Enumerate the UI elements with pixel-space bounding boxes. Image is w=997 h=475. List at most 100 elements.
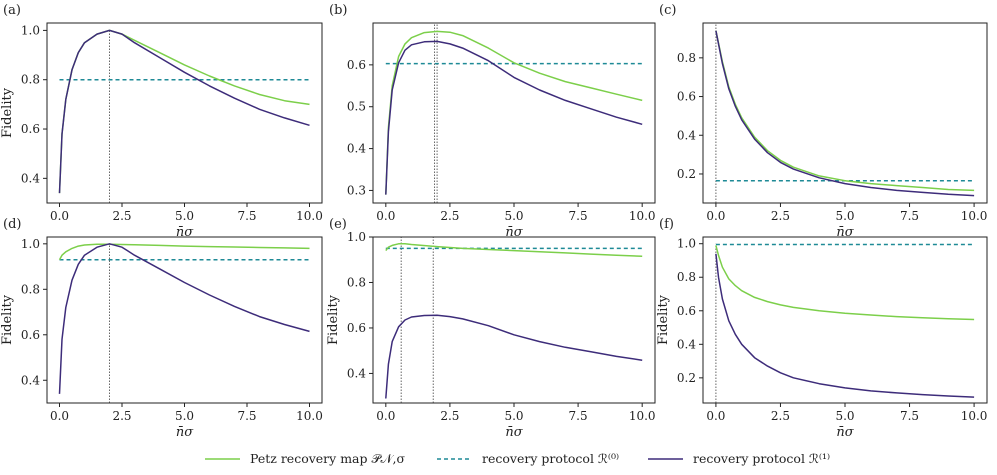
y-axis-label: Fidelity [656, 294, 671, 345]
x-axis-label: n̄σ [176, 425, 194, 440]
x-axis-label: n̄σ [836, 425, 854, 440]
axes-frame [702, 22, 988, 204]
subplot-f: (f) 0.0 2.5 5.0 7.5 10.0 0.2 0.4 0.6 0.8 1.0 n̄σ Fid… [656, 217, 988, 440]
x-tick-label: 7.5 [569, 209, 588, 223]
axes-frame [46, 22, 323, 204]
x-tick-label: 7.5 [237, 409, 256, 423]
y-tick-label: 0.4 [677, 128, 696, 142]
subplot-grid: (a) 0.0 2.5 5.0 7.5 10.0 0.4 0.6 0.8 1.0 n̄σ Fideli… [0, 3, 988, 440]
x-tick-label: 5.0 [175, 209, 194, 223]
y-tick-label: 0.6 [347, 321, 366, 335]
series-petz-line [385, 243, 643, 258]
x-tick-label: 7.5 [900, 209, 919, 223]
series-petz-line [715, 30, 975, 192]
panel-label: (e) [329, 217, 347, 232]
subplot-b: (b) 0.0 2.5 5.0 7.5 10.0 0.3 0.4 0.5 0.6 n̄σ [329, 3, 656, 240]
x-tick-label: 7.5 [569, 409, 588, 423]
y-tick-label: 0.6 [677, 90, 696, 104]
legend-r1-label: recovery protocol ℛ⁽¹⁾ [693, 451, 830, 466]
x-tick-label: 0.0 [706, 409, 725, 423]
y-tick-label: 0.4 [21, 373, 40, 387]
x-tick-label: 10.0 [296, 409, 323, 423]
y-axis-label: Fidelity [326, 294, 341, 345]
x-tick-label: 5.0 [504, 409, 523, 423]
x-tick-label: 2.5 [112, 409, 131, 423]
series-petz-line [385, 30, 643, 195]
x-tick-label: 2.5 [771, 409, 790, 423]
series-r1-line [715, 30, 975, 197]
y-tick-label: 0.6 [347, 58, 366, 72]
x-tick-label: 0.0 [50, 409, 69, 423]
y-tick-label: 0.8 [677, 270, 696, 284]
x-tick-label: 0.0 [376, 209, 395, 223]
x-tick-label: 5.0 [504, 209, 523, 223]
y-tick-label: 0.8 [21, 282, 40, 296]
x-tick-label: 0.0 [50, 209, 69, 223]
series-r1-line [715, 253, 975, 398]
x-tick-label: 0.0 [376, 409, 395, 423]
x-tick-label: 5.0 [175, 409, 194, 423]
axes-frame [372, 236, 656, 404]
y-tick-label: 1.0 [21, 23, 40, 37]
x-tick-label: 0.0 [706, 209, 725, 223]
legend-r0-label: recovery protocol ℛ⁽⁰⁾ [482, 451, 619, 466]
series-r1-line [385, 40, 643, 195]
series-petz-line [58, 243, 310, 261]
y-tick-label: 0.4 [347, 366, 366, 380]
panel-label: (a) [3, 3, 21, 18]
panel-label: (f) [659, 217, 674, 232]
series-r1-line [385, 314, 643, 399]
y-tick-label: 0.8 [677, 51, 696, 65]
subplot-d: (d) 0.0 2.5 5.0 7.5 10.0 0.4 0.6 0.8 1.0 n̄σ Fideli… [0, 217, 323, 440]
x-tick-label: 10.0 [629, 209, 656, 223]
legend: Petz recovery map 𝒫𝒩,σ recovery protocol… [205, 451, 830, 466]
y-tick-label: 0.3 [347, 183, 366, 197]
axes-frame [702, 236, 988, 404]
series-r1-line [58, 29, 310, 194]
y-tick-label: 1.0 [677, 237, 696, 251]
series-petz-line [58, 29, 310, 194]
y-tick-label: 1.0 [347, 230, 366, 244]
y-tick-label: 0.6 [677, 304, 696, 318]
axes-frame [46, 236, 323, 404]
x-tick-label: 10.0 [961, 409, 988, 423]
y-axis-label: Fidelity [0, 87, 15, 138]
x-tick-label: 2.5 [112, 209, 131, 223]
x-tick-label: 10.0 [961, 209, 988, 223]
x-axis-label: n̄σ [505, 425, 523, 440]
x-tick-label: 2.5 [771, 209, 790, 223]
y-tick-label: 0.2 [677, 167, 696, 181]
y-tick-label: 0.4 [677, 337, 696, 351]
y-tick-label: 0.4 [347, 142, 366, 156]
x-axis-label: n̄σ [176, 225, 194, 240]
series-r1-line [58, 243, 310, 394]
y-tick-label: 0.6 [21, 328, 40, 342]
x-axis-label: n̄σ [836, 225, 854, 240]
series-petz-line [715, 245, 975, 321]
panel-label: (b) [329, 3, 347, 18]
y-axis-label: Fidelity [0, 294, 15, 345]
x-tick-label: 2.5 [440, 409, 459, 423]
subplot-c: (c) 0.0 2.5 5.0 7.5 10.0 0.2 0.4 0.6 0.8 n̄σ [659, 3, 988, 240]
subplot-e: (e) 0.0 2.5 5.0 7.5 10.0 0.4 0.6 0.8 1.0 n̄σ Fideli… [326, 217, 656, 440]
y-tick-label: 0.4 [21, 171, 40, 185]
axes-frame [372, 22, 656, 204]
x-axis-label: n̄σ [505, 225, 523, 240]
panel-label: (c) [659, 3, 676, 18]
y-tick-label: 0.6 [21, 122, 40, 136]
y-tick-label: 0.2 [677, 371, 696, 385]
y-tick-label: 0.8 [21, 73, 40, 87]
y-tick-label: 1.0 [21, 237, 40, 251]
x-tick-label: 5.0 [835, 409, 854, 423]
x-tick-label: 10.0 [296, 209, 323, 223]
x-tick-label: 2.5 [440, 209, 459, 223]
y-tick-label: 0.5 [347, 100, 366, 114]
x-tick-label: 10.0 [629, 409, 656, 423]
x-tick-label: 5.0 [835, 209, 854, 223]
x-tick-label: 7.5 [237, 209, 256, 223]
legend-petz-label: Petz recovery map 𝒫𝒩,σ [250, 451, 405, 466]
subplot-a: (a) 0.0 2.5 5.0 7.5 10.0 0.4 0.6 0.8 1.0 n̄σ Fideli… [0, 3, 323, 240]
y-tick-label: 0.8 [347, 275, 366, 289]
panel-label: (d) [3, 217, 21, 232]
